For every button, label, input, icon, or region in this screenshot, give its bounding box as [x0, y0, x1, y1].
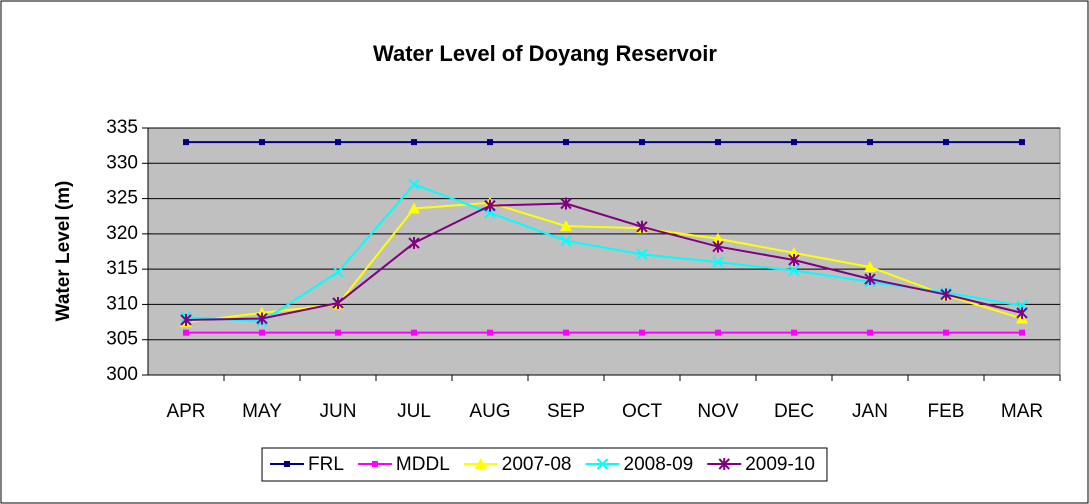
series-line — [185, 202, 1023, 321]
data-point — [712, 240, 724, 253]
data-point — [259, 329, 265, 336]
data-point — [867, 329, 873, 336]
data-point — [788, 253, 800, 266]
data-point — [636, 220, 648, 233]
y-tick-label: 310 — [106, 293, 138, 314]
data-point — [867, 139, 873, 146]
data-point — [563, 329, 569, 336]
data-point — [788, 246, 800, 258]
chart-title: Water Level of Doyang Reservoir — [373, 41, 717, 66]
data-point — [487, 329, 493, 336]
x-tick-label: JUL — [397, 401, 431, 422]
legend-marker — [284, 461, 291, 467]
data-point — [1019, 329, 1025, 336]
y-tick-label: 330 — [106, 152, 138, 173]
data-point — [180, 313, 192, 326]
x-tick-label: JUN — [320, 401, 357, 422]
data-point — [408, 178, 420, 191]
x-tick-label: MAR — [1001, 401, 1043, 422]
data-point — [715, 329, 721, 336]
legend-label: FRL — [308, 454, 344, 475]
legend-marker — [371, 461, 378, 467]
data-point — [484, 199, 496, 212]
y-tick-label: 315 — [106, 258, 138, 279]
legend-label: 2007-08 — [502, 454, 572, 475]
data-point — [791, 329, 797, 336]
y-tick-label: 335 — [106, 117, 138, 138]
legend-marker — [474, 458, 487, 469]
data-point — [256, 312, 268, 325]
x-tick-label: DEC — [774, 401, 814, 422]
data-point — [332, 297, 344, 310]
data-point — [335, 139, 341, 146]
data-point — [940, 288, 952, 301]
data-point — [332, 266, 344, 278]
x-tick-label: OCT — [622, 401, 663, 422]
data-point — [639, 329, 645, 336]
x-tick-label: FEB — [928, 401, 965, 422]
data-point — [563, 139, 569, 146]
data-point — [864, 261, 876, 273]
series-line — [185, 183, 1023, 323]
data-point — [259, 139, 265, 146]
legend-marker — [596, 458, 609, 470]
data-point — [408, 202, 420, 214]
y-tick-label: 300 — [106, 364, 138, 385]
x-tick-label: APR — [166, 401, 205, 422]
y-tick-label: 305 — [106, 329, 138, 350]
data-point — [183, 139, 189, 146]
data-point — [335, 329, 341, 336]
data-point — [560, 197, 572, 210]
data-point — [712, 232, 724, 244]
legend-label: 2009-10 — [745, 454, 815, 475]
x-tick-label: JAN — [852, 401, 888, 422]
legend-marker — [718, 458, 730, 470]
x-tick-label: MAY — [242, 401, 282, 422]
data-point — [560, 235, 572, 247]
data-point — [487, 139, 493, 146]
legend-label: 2008-09 — [624, 454, 694, 475]
y-tick-label: 320 — [106, 223, 138, 244]
data-point — [411, 329, 417, 336]
data-point — [715, 139, 721, 146]
data-point — [411, 139, 417, 146]
data-point — [408, 237, 420, 250]
legend-label: MDDL — [396, 454, 450, 475]
data-point — [560, 220, 572, 232]
data-point — [639, 139, 645, 146]
x-tick-label: NOV — [697, 401, 739, 422]
data-point — [1019, 139, 1025, 146]
y-axis-label: Water Level (m) — [53, 181, 74, 322]
x-tick-label: SEP — [547, 401, 585, 422]
x-tick-label: AUG — [469, 401, 510, 422]
data-point — [788, 264, 800, 277]
data-point — [712, 256, 724, 268]
y-tick-label: 325 — [106, 188, 138, 209]
plot-area — [147, 127, 1061, 376]
data-point — [943, 139, 949, 146]
data-point — [183, 329, 189, 336]
data-point — [1016, 306, 1028, 319]
data-point — [943, 329, 949, 336]
data-point — [636, 248, 648, 261]
data-point — [864, 273, 876, 286]
data-point — [791, 139, 797, 146]
